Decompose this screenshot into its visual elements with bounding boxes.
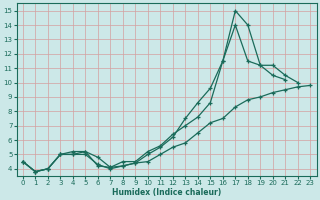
X-axis label: Humidex (Indice chaleur): Humidex (Indice chaleur) — [112, 188, 221, 197]
